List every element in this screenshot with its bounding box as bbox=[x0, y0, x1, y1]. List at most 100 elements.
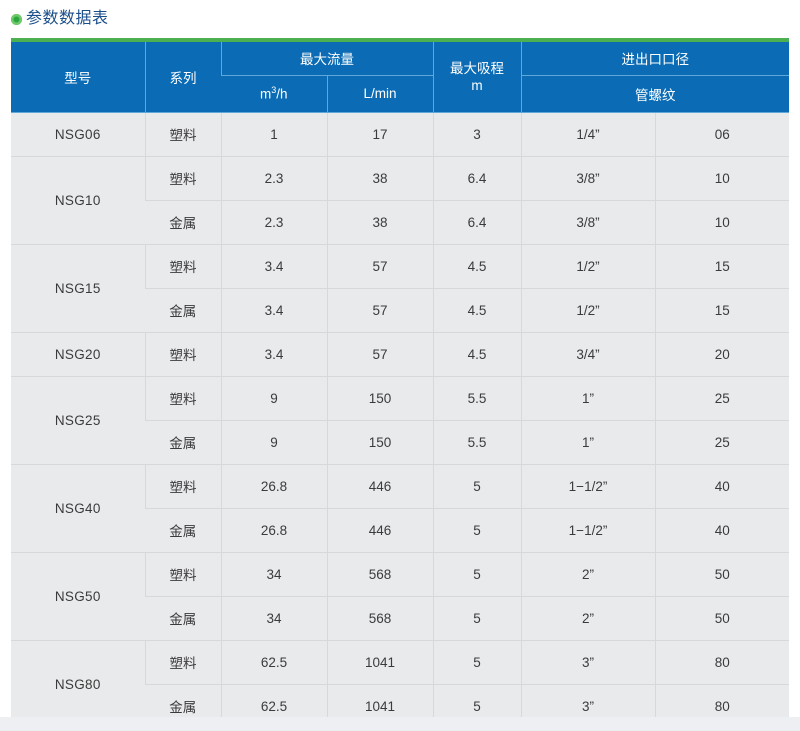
cell-max-suction: 3 bbox=[432, 112, 521, 157]
table-row: 金属 3.4 57 4.5 1/2” 15 bbox=[11, 288, 789, 333]
cell-max-suction: 5 bbox=[432, 464, 521, 509]
cell-max-suction: 6.4 bbox=[432, 200, 521, 245]
cell-port-thread: 2” bbox=[520, 552, 655, 597]
cell-model: NSG20 bbox=[11, 332, 145, 377]
table-row: NSG80 塑料 62.5 1041 5 3” 80 bbox=[11, 640, 789, 729]
cell-max-flow-lmin: 57 bbox=[326, 332, 433, 377]
cell-port-thread: 1−1/2” bbox=[520, 508, 655, 553]
cell-port-thread: 1−1/2” bbox=[520, 464, 655, 509]
cell-port-size: 50 bbox=[654, 596, 789, 641]
cell-port-thread: 1/2” bbox=[520, 288, 655, 333]
header-port-size: 进出口口径 bbox=[520, 42, 789, 76]
cell-max-flow-m3h: 3.4 bbox=[220, 244, 327, 289]
cell-port-size: 40 bbox=[654, 464, 789, 509]
header-max-suction-unit: m bbox=[471, 77, 483, 93]
cell-series: 塑料 bbox=[144, 332, 221, 377]
cell-max-flow-m3h: 2.3 bbox=[220, 200, 327, 245]
cell-max-flow-m3h: 2.3 bbox=[220, 156, 327, 201]
cell-port-thread: 3/8” bbox=[520, 156, 655, 201]
cell-series: 塑料 bbox=[144, 156, 221, 201]
table-row: 金属 26.8 446 5 1−1/2” 40 bbox=[11, 508, 789, 553]
header-max-suction-label: 最大吸程 bbox=[450, 60, 504, 76]
cell-max-flow-lmin: 568 bbox=[326, 552, 433, 597]
cell-max-flow-lmin: 446 bbox=[326, 464, 433, 509]
cell-max-suction: 5 bbox=[432, 596, 521, 641]
header-max-flow: 最大流量 bbox=[220, 42, 433, 76]
cell-max-flow-m3h: 62.5 bbox=[220, 640, 327, 685]
cell-max-flow-lmin: 38 bbox=[326, 200, 433, 245]
cell-max-flow-m3h: 34 bbox=[220, 552, 327, 597]
cell-max-flow-lmin: 446 bbox=[326, 508, 433, 553]
table-header-row-2: m3/h L/min 管螺纹 bbox=[11, 75, 789, 113]
cell-series: 塑料 bbox=[144, 640, 221, 685]
cell-max-flow-m3h: 34 bbox=[220, 596, 327, 641]
cell-series: 金属 bbox=[145, 420, 221, 465]
table-row: NSG15 塑料 3.4 57 4.5 1/2” 15 bbox=[11, 244, 789, 333]
cell-port-thread: 1” bbox=[520, 376, 655, 421]
cell-model: NSG15 bbox=[11, 244, 145, 333]
cell-max-suction: 5 bbox=[432, 640, 521, 685]
cell-max-flow-m3h: 26.8 bbox=[220, 464, 327, 509]
cell-port-thread: 3” bbox=[520, 640, 655, 685]
cell-model: NSG40 bbox=[11, 464, 145, 553]
cell-port-thread: 1/2” bbox=[520, 244, 655, 289]
cell-port-size: 10 bbox=[654, 156, 789, 201]
cell-max-flow-m3h: 26.8 bbox=[220, 508, 327, 553]
spec-table: 型号 系列 最大流量 最大吸程 m 进出口口径 m3/h L/m bbox=[11, 42, 789, 729]
cell-port-thread: 2” bbox=[520, 596, 655, 641]
cell-max-flow-lmin: 57 bbox=[326, 244, 433, 289]
table-header: 型号 系列 最大流量 最大吸程 m 进出口口径 m3/h L/m bbox=[11, 42, 789, 113]
header-unit-lmin: L/min bbox=[326, 75, 433, 113]
table-row: NSG25 塑料 9 150 5.5 1” 25 bbox=[11, 376, 789, 465]
table-row: 金属 2.3 38 6.4 3/8” 10 bbox=[11, 200, 789, 245]
page-title-label: 参数数据表 bbox=[26, 10, 109, 27]
cell-series: 金属 bbox=[145, 200, 221, 245]
header-model: 型号 bbox=[11, 42, 145, 113]
table-row: NSG50 塑料 34 568 5 2” 50 bbox=[11, 552, 789, 641]
horizontal-scrollbar-track[interactable] bbox=[0, 717, 800, 731]
cell-series: 金属 bbox=[145, 288, 221, 333]
cell-model: NSG06 bbox=[11, 112, 145, 157]
cell-max-flow-lmin: 150 bbox=[326, 420, 433, 465]
cell-max-flow-lmin: 57 bbox=[326, 288, 433, 333]
cell-max-suction: 5 bbox=[432, 508, 521, 553]
table-row: NSG20 塑料 3.4 57 4.5 3/4” 20 bbox=[11, 332, 789, 377]
table-body: NSG06 塑料 1 17 3 1/4” 06 NSG10 塑料 2.3 38 6.4 3/8” 10 金属… bbox=[11, 112, 789, 729]
cell-port-thread: 3/4” bbox=[520, 332, 655, 377]
cell-model: NSG10 bbox=[11, 156, 145, 245]
table-top-accent-bar bbox=[11, 38, 789, 42]
header-max-suction: 最大吸程 m bbox=[432, 42, 521, 113]
cell-series: 塑料 bbox=[144, 552, 221, 597]
cell-max-suction: 5 bbox=[432, 552, 521, 597]
cell-series: 塑料 bbox=[144, 112, 221, 157]
cell-port-thread: 1” bbox=[520, 420, 655, 465]
cell-max-flow-m3h: 3.4 bbox=[220, 332, 327, 377]
spec-table-wrapper: 型号 系列 最大流量 最大吸程 m 进出口口径 m3/h L/m bbox=[11, 38, 789, 729]
cell-series: 塑料 bbox=[144, 376, 221, 421]
cell-max-suction: 4.5 bbox=[432, 332, 521, 377]
page-title: 参数数据表 bbox=[0, 0, 800, 38]
cell-series: 金属 bbox=[145, 596, 221, 641]
cell-model: NSG50 bbox=[11, 552, 145, 641]
table-row: NSG06 塑料 1 17 3 1/4” 06 bbox=[11, 112, 789, 157]
cell-port-thread: 1/4” bbox=[520, 112, 655, 157]
cell-port-size: 06 bbox=[654, 112, 789, 157]
cell-max-suction: 5.5 bbox=[432, 420, 521, 465]
cell-port-size: 80 bbox=[654, 640, 789, 685]
table-row: NSG40 塑料 26.8 446 5 1−1/2” 40 bbox=[11, 464, 789, 553]
cell-port-size: 15 bbox=[654, 244, 789, 289]
cell-port-size: 20 bbox=[654, 332, 789, 377]
cell-max-flow-lmin: 1041 bbox=[326, 640, 433, 685]
cell-max-flow-lmin: 17 bbox=[326, 112, 433, 157]
table-row: 金属 9 150 5.5 1” 25 bbox=[11, 420, 789, 465]
cell-series: 塑料 bbox=[144, 464, 221, 509]
cell-max-flow-lmin: 568 bbox=[326, 596, 433, 641]
green-dot-icon bbox=[11, 14, 22, 25]
cell-max-suction: 4.5 bbox=[432, 244, 521, 289]
cell-max-flow-lmin: 150 bbox=[326, 376, 433, 421]
header-series: 系列 bbox=[144, 42, 221, 113]
cell-max-suction: 6.4 bbox=[432, 156, 521, 201]
table-row: NSG10 塑料 2.3 38 6.4 3/8” 10 bbox=[11, 156, 789, 245]
cell-model: NSG80 bbox=[11, 640, 145, 729]
cell-port-thread: 3/8” bbox=[520, 200, 655, 245]
